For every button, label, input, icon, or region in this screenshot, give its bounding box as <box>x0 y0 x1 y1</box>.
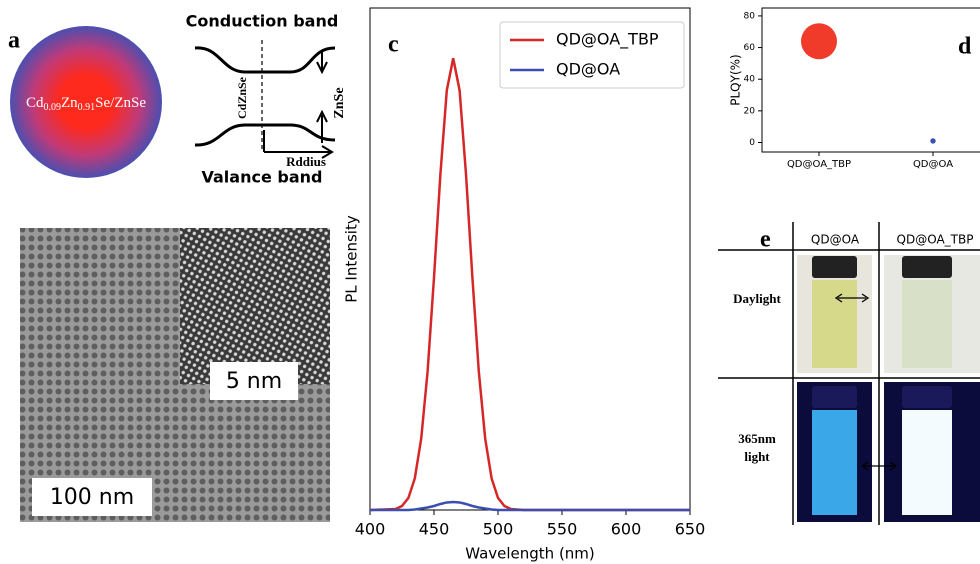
x-axis-label: Wavelength (nm) <box>465 545 595 563</box>
point <box>801 23 837 60</box>
y-tick-label: 80 <box>744 11 756 21</box>
line <box>370 500 690 512</box>
row-label: Daylight <box>733 291 781 306</box>
x-tick-label: QD@OA <box>913 159 953 170</box>
legend-box <box>499 21 685 89</box>
x-tick-label: 600 <box>611 520 642 539</box>
composition: Cd0.09Zn0.91Se/ZnSe <box>26 95 146 113</box>
y-axis-label: PLQY(%) <box>729 54 743 105</box>
radius-label: Rddius <box>286 154 326 169</box>
panel-label: a <box>8 28 20 54</box>
legend-label: QD@OA <box>556 60 620 79</box>
row-label: 365nm <box>738 431 776 446</box>
point <box>930 138 936 144</box>
conduction-label: Conduction band <box>186 12 339 31</box>
valance-label: Valance band <box>202 168 323 187</box>
x-tick-label: 450 <box>419 520 450 539</box>
y-tick-label: 60 <box>744 43 756 53</box>
x-tick-label: 500 <box>483 520 514 539</box>
y-tick-label: 20 <box>744 106 756 116</box>
panel-label: d <box>958 34 972 60</box>
inset-scale: 5 nm <box>226 369 282 394</box>
band-diagram <box>194 40 336 159</box>
row-label: light <box>744 449 770 464</box>
x-tick-label: 550 <box>547 520 578 539</box>
column-header: QD@OA <box>811 233 860 247</box>
panel-label: c <box>388 32 399 58</box>
plot-frame <box>761 7 980 153</box>
scale-box <box>210 362 298 400</box>
x-tick-label: 650 <box>675 520 706 539</box>
vial-photos <box>797 255 980 522</box>
scale: 100 nm <box>50 485 134 510</box>
panel-label: e <box>760 227 771 253</box>
y-tick-label: 0 <box>749 138 755 148</box>
line <box>369 57 690 512</box>
table-lines <box>718 222 980 525</box>
quantum-dot <box>10 26 162 178</box>
shell-label: ZnSe <box>332 87 347 118</box>
scale-box <box>32 478 152 516</box>
x-tick-label: QD@OA_TBP <box>787 159 851 170</box>
hrtem-inset <box>180 228 330 384</box>
x-tick-label: 400 <box>355 520 386 539</box>
legend-label: QD@OA_TBP <box>556 30 659 50</box>
y-axis-label: PL Intensity <box>343 215 361 303</box>
y-tick-label: 40 <box>744 75 756 85</box>
column-header: QD@OA_TBP <box>897 233 974 247</box>
core-label: CdZnSe <box>235 76 249 119</box>
